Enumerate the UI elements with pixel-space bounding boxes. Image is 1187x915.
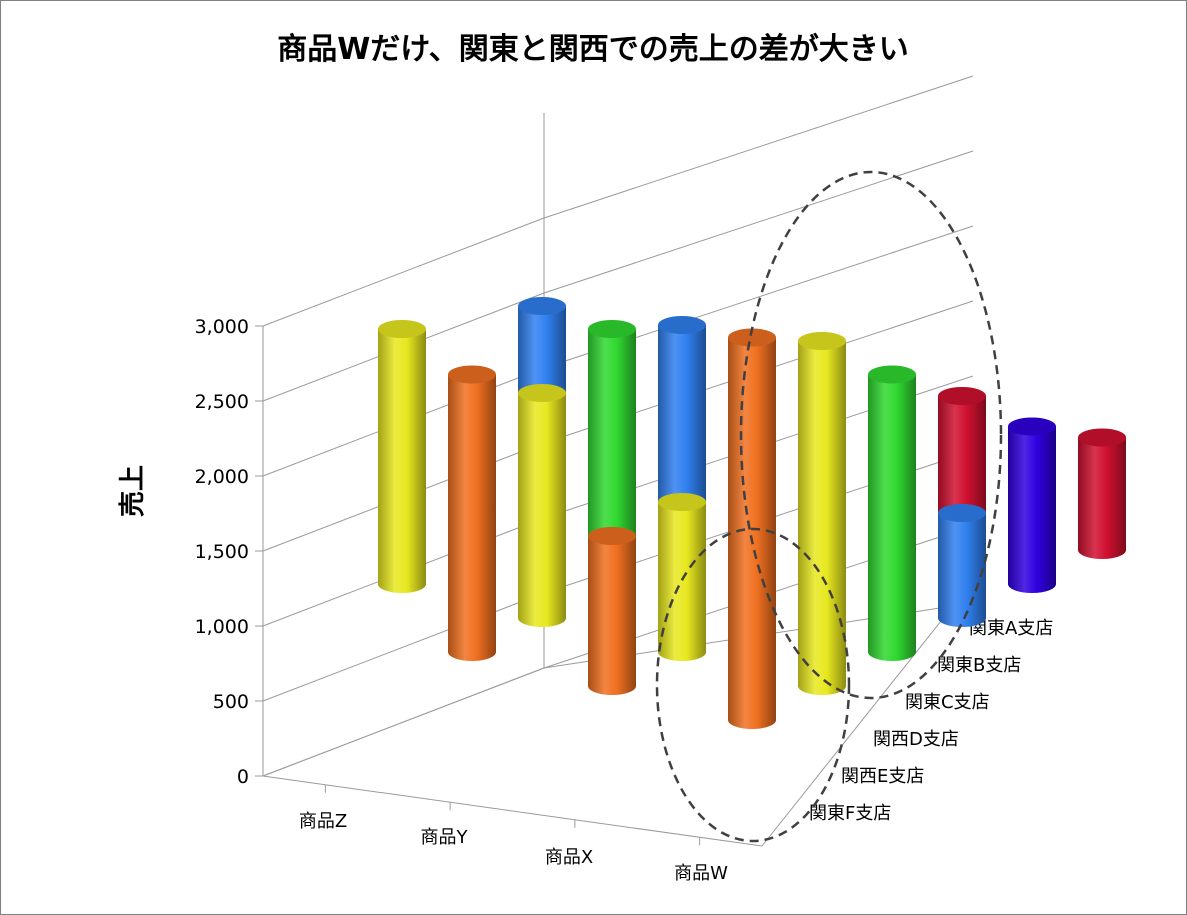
bar-top bbox=[658, 316, 706, 334]
bar-top bbox=[798, 332, 846, 350]
bar-body bbox=[1008, 426, 1056, 593]
gridline-back bbox=[543, 75, 974, 219]
series-label: 関東F支店 bbox=[809, 803, 891, 824]
chart-title: 商品Wだけ、関東と関西での売上の差が大きい bbox=[277, 32, 909, 67]
bar bbox=[1008, 417, 1056, 593]
gridline-back bbox=[543, 150, 974, 294]
bar-body bbox=[728, 337, 776, 729]
y-tick-label: 2,000 bbox=[195, 466, 249, 488]
bar-top bbox=[448, 365, 496, 384]
bar-body bbox=[448, 374, 496, 661]
highlight-ellipse-kansai bbox=[655, 527, 851, 843]
gridline-left bbox=[262, 217, 545, 327]
category-label: 商品X bbox=[545, 847, 593, 868]
category-label: 商品Y bbox=[421, 827, 469, 848]
bar-body bbox=[378, 329, 426, 593]
bar-top bbox=[868, 365, 916, 384]
bar bbox=[588, 527, 636, 695]
bar-body bbox=[868, 374, 916, 661]
bar-top bbox=[938, 504, 986, 522]
bar-body bbox=[938, 396, 986, 525]
category-label: 商品Z bbox=[299, 811, 347, 832]
highlight-ellipse-kanto bbox=[739, 170, 1003, 700]
bar-body bbox=[518, 393, 566, 627]
category-axis: 商品Z 商品Y 商品X 商品W bbox=[299, 784, 728, 884]
bar-body bbox=[798, 341, 846, 695]
bar bbox=[518, 384, 566, 627]
annotations bbox=[655, 170, 1003, 843]
series-label: 関東B支店 bbox=[937, 655, 1021, 676]
bar-top bbox=[588, 320, 636, 338]
bar-body bbox=[1078, 437, 1126, 559]
bar bbox=[588, 320, 636, 593]
y-axis-title: 売上 bbox=[118, 465, 148, 517]
chart-bars bbox=[378, 297, 1126, 729]
bar-top bbox=[1008, 417, 1056, 436]
bar bbox=[378, 320, 426, 593]
y-axis-ticks: 0 500 1,000 1,500 2,000 2,500 3,000 bbox=[195, 316, 263, 788]
bar-top bbox=[938, 387, 986, 405]
bar-body bbox=[938, 513, 986, 627]
bar-body bbox=[588, 329, 636, 593]
bar bbox=[448, 365, 496, 661]
series-label: 関東A支店 bbox=[969, 618, 1053, 639]
bar bbox=[798, 332, 846, 695]
bar-top bbox=[518, 297, 566, 315]
bar-top bbox=[588, 527, 636, 545]
category-label: 商品W bbox=[674, 863, 728, 884]
floor-right-edge bbox=[761, 605, 954, 847]
bar bbox=[938, 387, 986, 525]
bar bbox=[658, 493, 706, 661]
gridline-left bbox=[262, 592, 545, 702]
bar-top bbox=[728, 328, 776, 347]
y-tick-label: 3,000 bbox=[195, 316, 249, 338]
bar bbox=[1078, 428, 1126, 559]
bar-body bbox=[658, 502, 706, 661]
series-label: 関西E支店 bbox=[841, 766, 924, 787]
bar-body bbox=[588, 536, 636, 695]
bar-top bbox=[1078, 428, 1126, 447]
floor-left-edge bbox=[262, 667, 545, 777]
bar-top bbox=[658, 493, 706, 511]
y-tick-label: 2,500 bbox=[195, 391, 249, 413]
bar bbox=[868, 365, 916, 661]
floor-front-edge bbox=[262, 775, 763, 847]
y-tick-label: 1,000 bbox=[195, 616, 249, 638]
bar-top bbox=[518, 384, 566, 402]
y-tick-label: 0 bbox=[237, 766, 249, 788]
bar-top bbox=[378, 320, 426, 338]
series-label: 関東C支店 bbox=[905, 692, 990, 713]
y-tick-label: 1,500 bbox=[195, 541, 249, 563]
bar bbox=[938, 504, 986, 627]
y-tick-label: 500 bbox=[213, 691, 249, 713]
series-label: 関西D支店 bbox=[873, 729, 959, 750]
